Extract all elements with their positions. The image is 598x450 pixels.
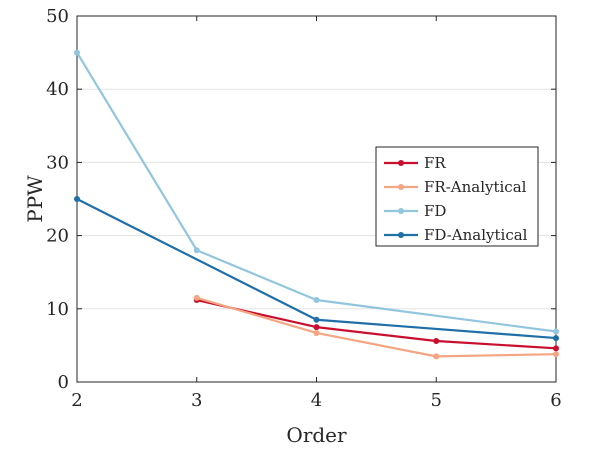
axis-ticks: 0 10 20 30 40 50 2 3 4 5 6 [46,6,562,411]
data-point-fr [313,324,320,331]
y-tick-label: 40 [46,79,69,100]
data-point-fr-analytical [313,329,320,336]
legend-label-fr: FR [424,154,446,172]
y-tick-label: 50 [46,6,69,27]
y-tick-label: 0 [58,372,69,393]
data-point-fd [74,49,80,56]
data-point-fd [193,247,200,254]
data-point-fr-analytical [433,353,440,360]
series-line-fd [76,52,557,333]
y-tick-label: 10 [46,299,69,320]
data-point-fr-analytical [193,294,200,301]
legend-label-fd: FD [424,202,446,220]
y-tick-label: 30 [46,152,69,173]
legend: FR FR-Analytical FD FD-Analytical [375,146,539,247]
x-tick-label: 2 [71,390,82,411]
data-point-fd-analytical [553,335,559,342]
data-point-fr-analytical [553,351,559,358]
series-group [74,49,559,360]
legend-label-fr-analytical: FR-Analytical [424,178,527,196]
y-tick-label: 20 [46,226,69,247]
x-tick-label: 4 [311,390,322,411]
series-line-fr-analytical [196,296,557,358]
series-line-fr [196,298,557,350]
data-point-fd [553,328,559,335]
legend-marker-fd [398,208,404,214]
legend-marker-fr [398,160,404,166]
x-tick-label: 3 [191,390,202,411]
data-point-fr [433,338,440,345]
legend-marker-fr-analytical [398,184,404,190]
legend-label-fd-analytical: FD-Analytical [424,226,528,244]
x-tick-label: 5 [431,390,442,411]
x-axis-title: Order [286,423,347,447]
data-point-fd [313,297,320,304]
data-point-fd-analytical [313,316,320,323]
data-point-fd-analytical [74,196,80,202]
y-axis-title: PPW [23,175,47,223]
data-point-fr [553,345,559,352]
legend-marker-fd-analytical [398,232,404,238]
x-tick-label: 6 [550,390,561,411]
